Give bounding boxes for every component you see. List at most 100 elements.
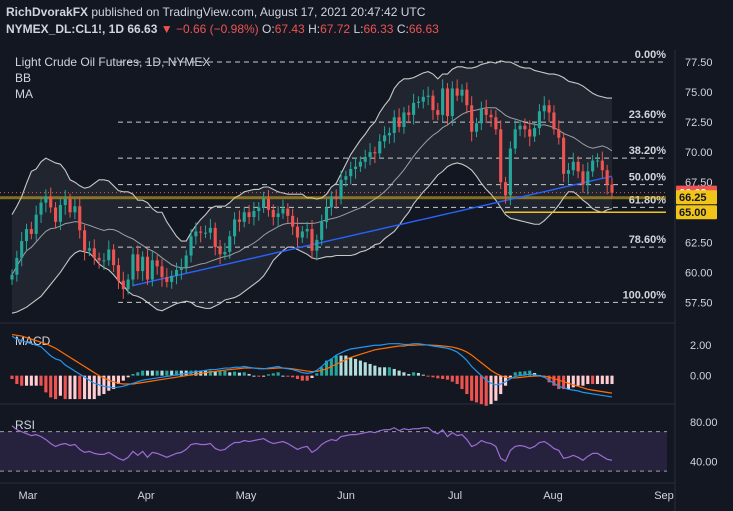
candle-body — [73, 206, 77, 213]
ma-legend[interactable]: MA — [15, 87, 33, 101]
candle-body — [547, 105, 551, 113]
macd-histogram-bar — [170, 370, 174, 376]
macd-histogram-bar — [499, 375, 503, 395]
macd-histogram-bar — [145, 370, 150, 376]
macd-histogram-bar — [344, 355, 348, 376]
candle-body — [571, 161, 575, 171]
ma-line — [132, 175, 613, 287]
candle-body — [121, 280, 125, 290]
candle-body — [557, 129, 561, 138]
macd-histogram-bar — [107, 375, 111, 391]
open-value: 67.43 — [274, 22, 305, 36]
candle-body — [170, 275, 174, 282]
candle-body — [218, 247, 222, 255]
fib-zone-band — [0, 196, 666, 200]
macd-histogram-bar — [102, 375, 106, 395]
macd-histogram-bar — [131, 373, 135, 376]
macd-histogram-bar — [136, 372, 140, 376]
candle-body — [242, 212, 246, 222]
macd-histogram-bar — [174, 370, 179, 376]
candle-body — [566, 170, 571, 174]
candle-body — [257, 207, 261, 212]
candle-body — [34, 214, 38, 234]
candle-body — [247, 212, 251, 218]
macd-histogram-bar — [29, 375, 33, 386]
high-value: 67.72 — [320, 22, 351, 36]
macd-histogram-bar — [373, 365, 377, 376]
candle-body — [320, 221, 324, 240]
macd-axis-tick: 0.00 — [690, 371, 711, 383]
candle-body — [276, 213, 280, 218]
candle-body — [39, 202, 43, 215]
candle-body — [421, 96, 425, 102]
macd-histogram-bar — [252, 375, 256, 377]
macd-histogram-bar — [266, 374, 271, 376]
candle-body — [116, 265, 121, 281]
macd-histogram-bar — [286, 375, 290, 377]
candle-body — [358, 161, 362, 167]
symbol-label[interactable]: NYMEX_DL:CL1!, 1D — [6, 22, 125, 36]
candle-body — [266, 199, 271, 210]
macd-histogram-bar — [92, 375, 96, 400]
price-axis-tick: 62.50 — [685, 237, 713, 249]
candle-body — [233, 219, 237, 237]
candle-body — [581, 171, 585, 185]
candle-body — [291, 215, 295, 227]
candle-body — [107, 249, 111, 261]
macd-histogram-bar — [334, 355, 338, 376]
candle-body — [300, 231, 304, 238]
macd-histogram-bar — [368, 363, 372, 376]
time-axis-tick: Aug — [543, 490, 563, 502]
price-axis-tick: 57.50 — [685, 297, 713, 309]
candle-body — [484, 108, 488, 115]
candle-body — [470, 105, 474, 132]
macd-histogram-bar — [39, 375, 43, 386]
macd-histogram-bar — [571, 375, 575, 388]
macd-histogram-bar — [223, 370, 227, 376]
macd-histogram-bar — [291, 375, 295, 378]
candle-body — [203, 232, 208, 234]
macd-histogram-bar — [383, 367, 387, 376]
candle-body — [552, 112, 556, 130]
candle-body — [339, 179, 343, 200]
price-label-box — [676, 205, 717, 220]
macd-histogram-bar — [339, 355, 343, 376]
candle-body — [223, 251, 227, 255]
macd-histogram-bar — [402, 372, 406, 376]
macd-histogram-bar — [141, 370, 145, 376]
instrument-title[interactable]: Light Crude Oil Futures, 1D, NYMEX — [15, 55, 211, 69]
macd-histogram-bar — [358, 360, 362, 376]
candle-body — [83, 230, 87, 251]
close-value: 66.63 — [408, 22, 439, 36]
macd-histogram-bar — [378, 367, 382, 376]
macd-histogram-bar — [320, 367, 324, 376]
macd-histogram-bar — [49, 375, 53, 398]
author-name[interactable]: RichDvorakFX — [6, 5, 89, 19]
time-axis-tick: Jul — [448, 490, 462, 502]
candle-body — [208, 227, 212, 233]
candle-body — [445, 88, 450, 117]
macd-histogram-bar — [479, 375, 483, 405]
macd-histogram-bar — [605, 375, 609, 385]
candle-body — [136, 254, 140, 272]
macd-histogram-bar — [610, 375, 614, 385]
candle-body — [20, 241, 24, 258]
candle-body — [523, 125, 527, 130]
macd-histogram-bar — [20, 375, 24, 386]
rsi-label: RSI — [15, 418, 35, 432]
candle-body — [344, 176, 348, 180]
candle-body — [450, 88, 454, 117]
macd-histogram-bar — [281, 375, 285, 377]
candle-body — [441, 88, 445, 115]
candle-body — [605, 170, 609, 185]
candle-body — [112, 249, 116, 266]
macd-histogram-bar — [353, 358, 358, 376]
bb-legend[interactable]: BB — [15, 71, 32, 85]
candle-body — [595, 160, 600, 162]
macd-histogram-bar — [397, 370, 401, 376]
macd-histogram-bar — [586, 375, 590, 385]
macd-axis-tick: 2.00 — [690, 340, 711, 352]
candle-body — [68, 199, 72, 213]
macd-histogram-bar — [24, 375, 29, 386]
macd-histogram-bar — [10, 375, 14, 379]
